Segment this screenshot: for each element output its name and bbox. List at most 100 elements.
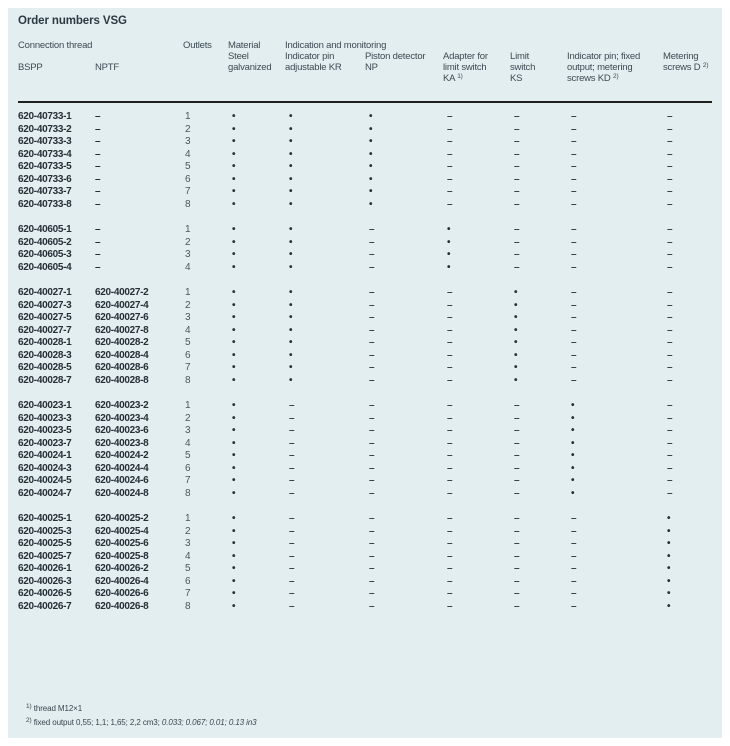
order-number-bspp: 620-40024-5 [18, 475, 72, 486]
mark-material: • [232, 287, 236, 298]
outlets-value: 5 [185, 337, 191, 348]
mark-material: • [232, 563, 236, 574]
mark-ka: – [447, 148, 453, 160]
mark-np: – [369, 538, 375, 549]
table-row: 620-40026-3 620-40026-4 6 • – – – – – • [18, 576, 712, 589]
order-number-bspp: 620-40605-3 [18, 249, 72, 260]
mark-material: • [232, 475, 236, 486]
mark-ks: – [514, 198, 520, 210]
mark-kd: – [571, 224, 577, 235]
table-row: 620-40024-5 620-40024-6 7 • – – – – • – [18, 475, 712, 488]
outlets-value: 7 [185, 588, 191, 599]
mark-kd: – [571, 287, 577, 298]
order-number-nptf: 620-40023-4 [95, 412, 149, 424]
order-number-bspp: 620-40023-1 [18, 400, 72, 411]
mark-kd: – [571, 513, 577, 524]
outlets-value: 6 [185, 462, 191, 474]
mark-kd: • [571, 462, 575, 474]
outlets-value: 3 [185, 538, 191, 549]
mark-kd: • [571, 400, 575, 411]
table-row: 620-40024-3 620-40024-4 6 • – – – – • – [18, 463, 712, 476]
mark-ka: – [447, 349, 453, 361]
order-number-bspp: 620-40027-7 [18, 324, 72, 336]
mark-material: • [232, 312, 236, 323]
mark-d: – [667, 123, 673, 135]
order-number-bspp: 620-40024-3 [18, 462, 72, 474]
mark-np: • [369, 148, 373, 160]
mark-np: – [369, 224, 375, 235]
order-number-nptf: – [95, 123, 101, 135]
mark-kd: – [571, 161, 577, 172]
mark-np: – [369, 400, 375, 411]
mark-ka: – [447, 538, 453, 549]
order-number-nptf: 620-40028-6 [95, 362, 149, 373]
mark-ks: • [514, 299, 518, 311]
mark-kd: – [571, 249, 577, 260]
mark-kr: • [289, 287, 293, 298]
mark-ka: – [447, 400, 453, 411]
mark-ks: • [514, 287, 518, 298]
mark-kd: – [571, 136, 577, 147]
mark-np: – [369, 525, 375, 537]
table-row: 620-40026-7 620-40026-8 8 • – – – – – • [18, 601, 712, 614]
mark-np: – [369, 412, 375, 424]
mark-d: – [667, 412, 673, 424]
mark-kd: – [571, 299, 577, 311]
table-row: 620-40025-1 620-40025-2 1 • – – – – – • [18, 513, 712, 526]
order-number-bspp: 620-40733-6 [18, 173, 72, 185]
mark-kd: – [571, 550, 577, 562]
mark-d: • [667, 588, 671, 599]
mark-d: – [667, 186, 673, 197]
outlets-value: 8 [185, 198, 191, 210]
table-row: 620-40028-7 620-40028-8 8 • • – – • – – [18, 375, 712, 388]
mark-d: – [667, 400, 673, 411]
order-number-nptf: 620-40024-8 [95, 487, 149, 499]
order-number-bspp: 620-40023-3 [18, 412, 72, 424]
mark-kr: • [289, 111, 293, 122]
mark-np: – [369, 450, 375, 461]
mark-d: – [667, 437, 673, 449]
order-number-nptf: 620-40026-2 [95, 563, 149, 574]
table-row: 620-40026-1 620-40026-2 5 • – – – – – • [18, 563, 712, 576]
mark-d: – [667, 299, 673, 311]
mark-ks: – [514, 575, 520, 587]
mark-kr: • [289, 161, 293, 172]
mark-d: – [667, 487, 673, 499]
mark-np: – [369, 575, 375, 587]
footnote-1-marker: 1) [26, 703, 32, 710]
header-cell-indicator-pin-fixed-output-kd: Indicator pin; fixed output; metering scre… [567, 51, 641, 84]
outlets-value: 2 [185, 299, 191, 311]
table-row: 620-40023-5 620-40023-6 3 • – – – – • – [18, 425, 712, 438]
mark-ks: – [514, 161, 520, 172]
mark-kr: • [289, 261, 293, 273]
mark-ka: – [447, 575, 453, 587]
footnote-2-text: fixed output 0,55; 1,1; 1,65; 2,2 cm3; [31, 718, 162, 727]
outlets-value: 6 [185, 349, 191, 361]
order-number-bspp: 620-40025-5 [18, 538, 72, 549]
table-row: 620-40025-5 620-40025-6 3 • – – – – – • [18, 538, 712, 551]
order-number-nptf: 620-40028-2 [95, 337, 149, 348]
mark-np: – [369, 475, 375, 486]
order-number-bspp: 620-40025-7 [18, 550, 72, 562]
mark-np: – [369, 425, 375, 436]
order-number-nptf: 620-40024-4 [95, 462, 149, 474]
mark-material: • [232, 600, 236, 612]
mark-d: • [667, 525, 671, 537]
table-row: 620-40028-1 620-40028-2 5 • • – – • – – [18, 337, 712, 350]
mark-ks: – [514, 224, 520, 235]
mark-material: • [232, 186, 236, 197]
table-row: 620-40026-5 620-40026-6 7 • – – – – – • [18, 588, 712, 601]
mark-ka: – [447, 525, 453, 537]
mark-np: – [369, 588, 375, 599]
mark-kd: – [571, 198, 577, 210]
mark-d: – [667, 475, 673, 486]
mark-kr: • [289, 324, 293, 336]
mark-d: – [667, 224, 673, 235]
mark-ks: • [514, 312, 518, 323]
order-number-nptf: 620-40027-8 [95, 324, 149, 336]
mark-kd: – [571, 588, 577, 599]
row-group: 620-40027-1 620-40027-2 1 • • – – • – –620-40027-… [18, 287, 712, 387]
mark-material: • [232, 249, 236, 260]
mark-ka: – [447, 186, 453, 197]
mark-material: • [232, 538, 236, 549]
